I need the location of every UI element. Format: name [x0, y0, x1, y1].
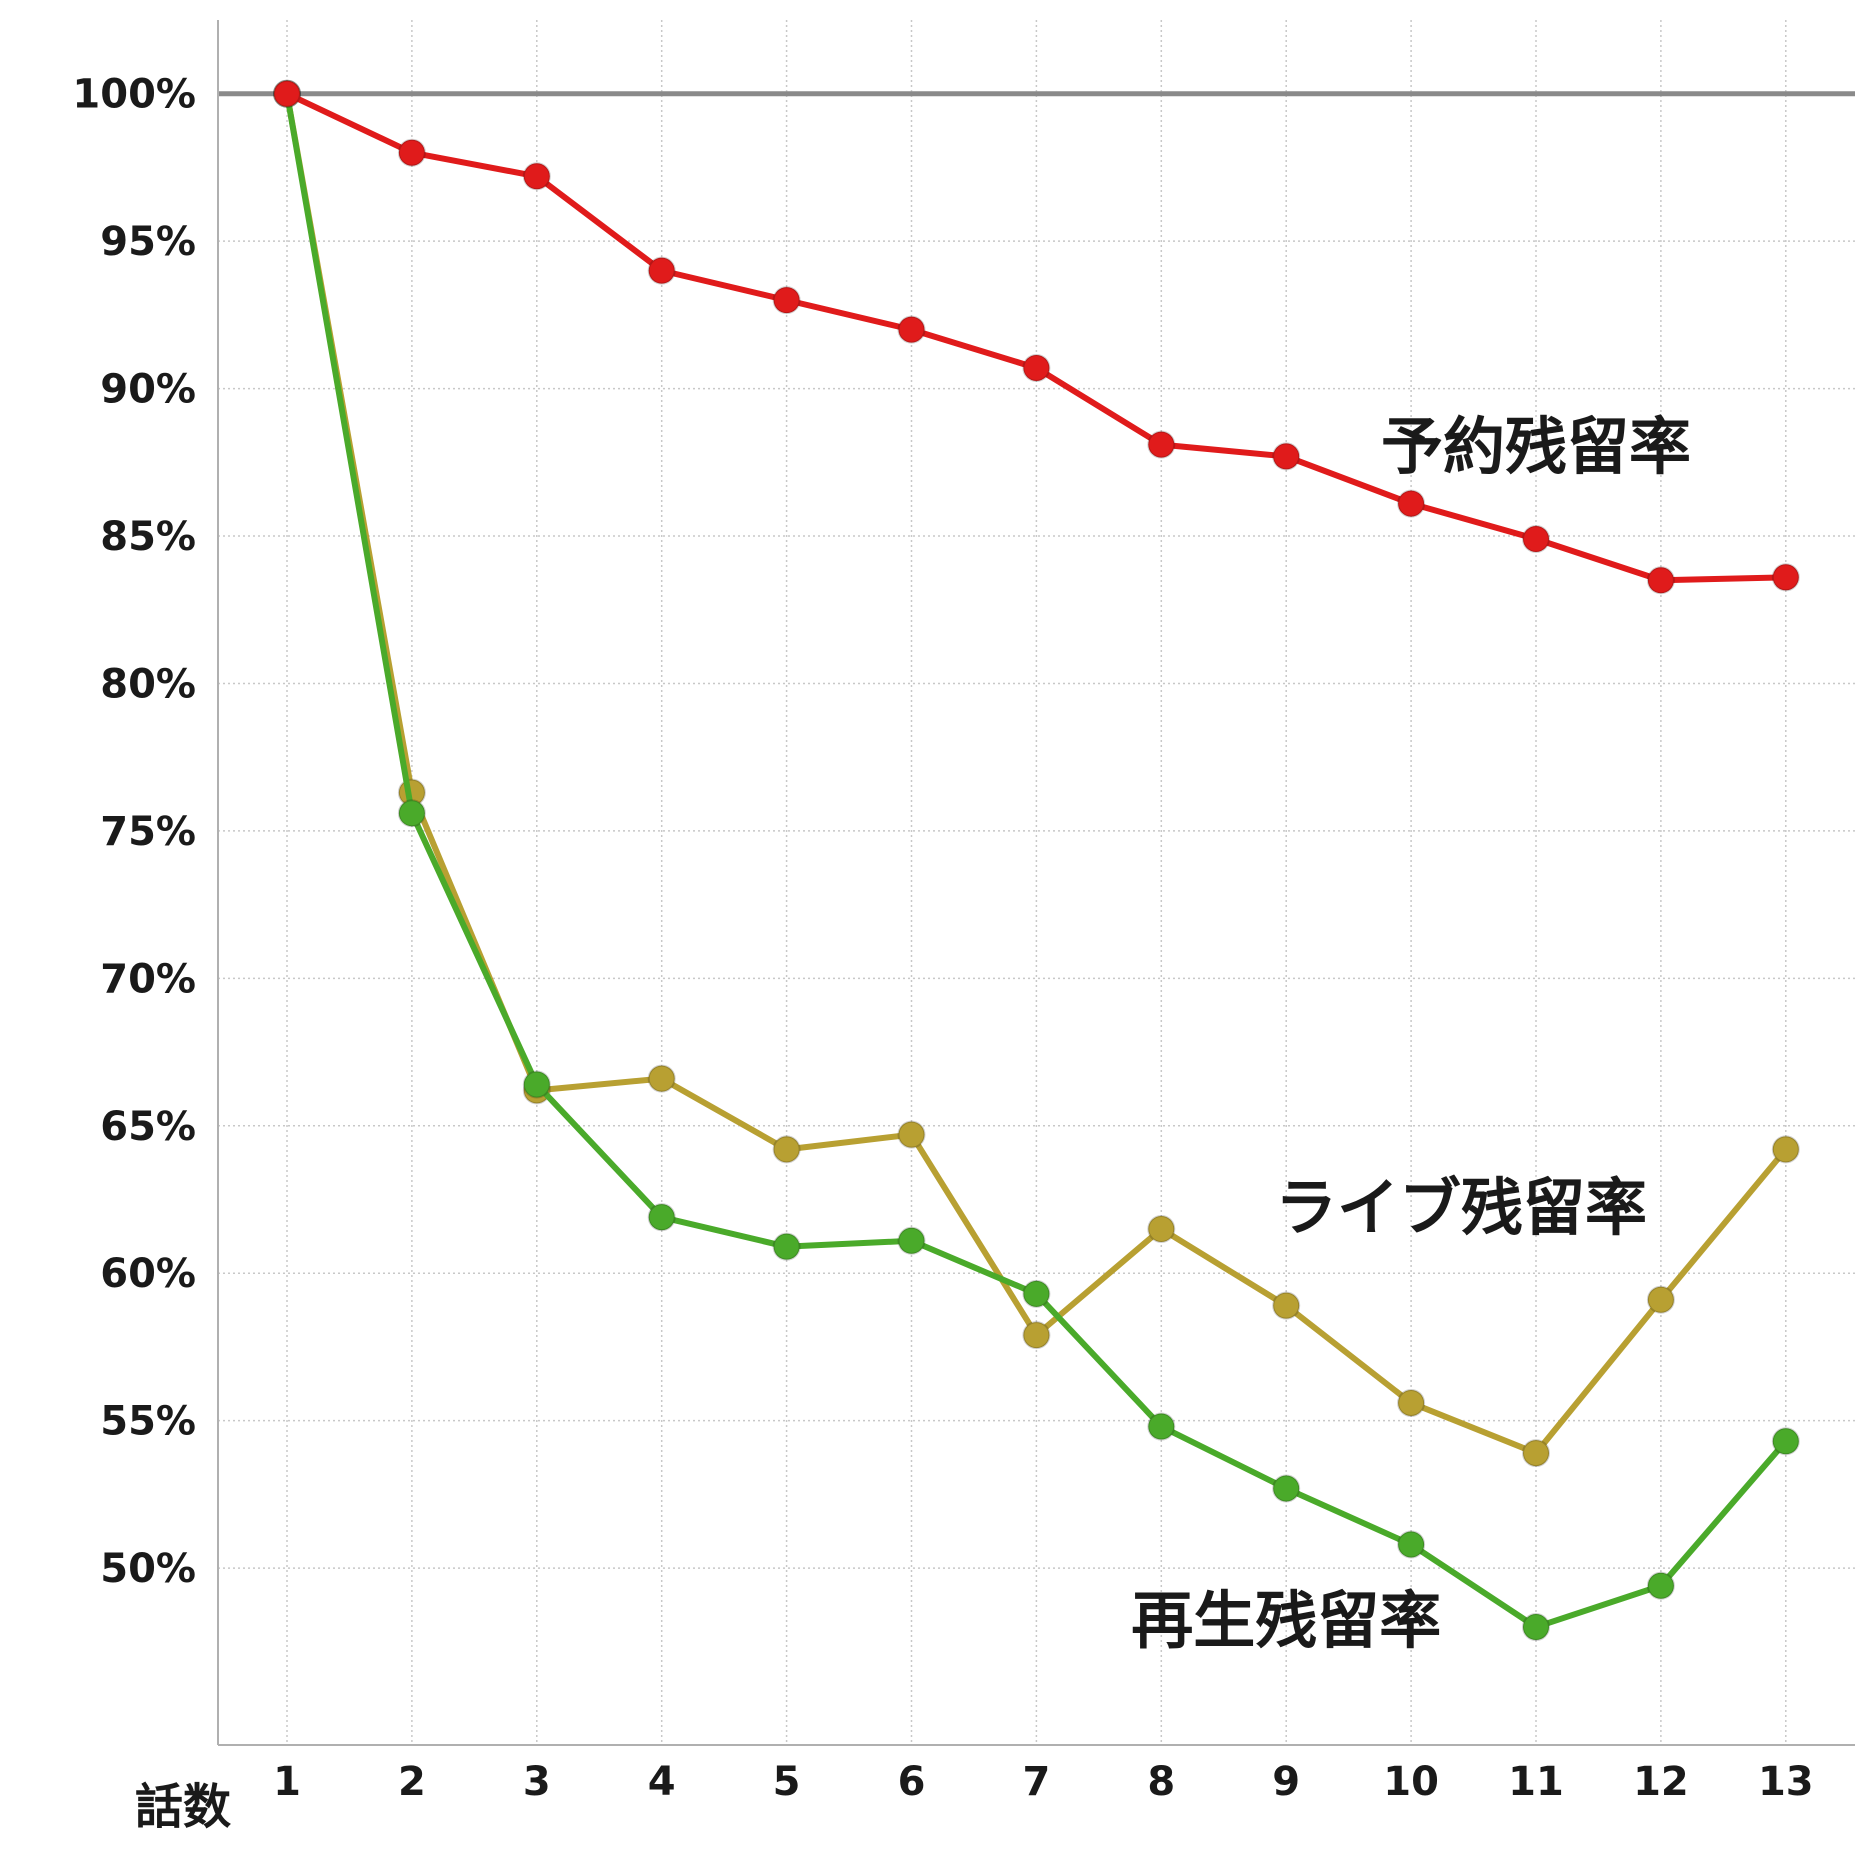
grid [217, 20, 1855, 1745]
data-point [1522, 524, 1550, 553]
data-point [647, 1203, 676, 1232]
series-label: ライブ残留率 [1275, 1171, 1647, 1244]
y-tick-label: 65% [100, 1104, 196, 1150]
y-tick-label: 90% [100, 367, 196, 413]
x-tick-label: 9 [1272, 1759, 1300, 1805]
y-tick-label: 100% [72, 72, 196, 118]
series-1 [273, 79, 1800, 1468]
data-point [897, 1226, 926, 1255]
data-point [1522, 1613, 1550, 1642]
data-point [522, 162, 551, 191]
data-point [1022, 353, 1051, 382]
data-point [397, 138, 426, 167]
y-tick-label: 95% [100, 219, 196, 265]
data-point [522, 1070, 551, 1099]
y-tick-label: 75% [100, 809, 196, 855]
y-tick-label: 55% [100, 1399, 196, 1445]
y-tick-label: 60% [100, 1251, 196, 1297]
series [273, 79, 1800, 1642]
x-tick-label: 1 [273, 1759, 301, 1805]
x-tick-label: 11 [1508, 1759, 1564, 1805]
data-point [1022, 1279, 1051, 1308]
x-tick-label: 6 [898, 1759, 926, 1805]
data-point [1771, 1427, 1800, 1456]
data-point [1646, 566, 1675, 595]
y-tick-label: 70% [100, 956, 196, 1002]
data-point [397, 799, 426, 828]
x-tick-label: 4 [648, 1759, 676, 1805]
series-label: 再生残留率 [1131, 1584, 1441, 1657]
data-point [772, 1135, 801, 1164]
data-point [1147, 430, 1176, 459]
data-point [1397, 489, 1426, 518]
x-axis-label: 話数 [135, 1779, 231, 1835]
x-tick-label: 8 [1147, 1759, 1175, 1805]
series-line [284, 93, 1789, 1457]
data-point [1397, 1530, 1426, 1559]
x-tick-label: 13 [1758, 1759, 1814, 1805]
data-point [1646, 1571, 1675, 1600]
x-tick-label: 5 [773, 1759, 801, 1805]
x-tick-label: 3 [523, 1759, 551, 1805]
data-point [1397, 1388, 1426, 1417]
data-point [1522, 1439, 1550, 1468]
data-point [1147, 1412, 1176, 1441]
axes: 50%55%60%65%70%75%80%85%90%95%100%1 2 3 4 5 6… [72, 20, 1855, 1835]
data-point [647, 1064, 676, 1093]
series-0 [273, 79, 1800, 595]
data-point [1272, 1291, 1301, 1320]
data-point [647, 256, 676, 285]
x-tick-label: 12 [1633, 1759, 1689, 1805]
y-tick-label: 50% [100, 1546, 196, 1592]
y-tick-label: 80% [100, 661, 196, 707]
data-point [1147, 1214, 1176, 1243]
data-point [1771, 563, 1800, 592]
data-point [273, 79, 301, 108]
data-point [1272, 1474, 1301, 1503]
data-point [1646, 1285, 1675, 1314]
data-point [772, 1232, 801, 1261]
data-point [897, 1120, 926, 1149]
data-point [772, 286, 801, 315]
data-point [897, 315, 926, 344]
data-point [1771, 1135, 1800, 1164]
series-label: 予約残留率 [1381, 410, 1691, 483]
data-point [1272, 442, 1301, 471]
x-tick-label: 7 [1022, 1759, 1050, 1805]
y-tick-label: 85% [100, 514, 196, 560]
data-point [1022, 1321, 1051, 1350]
x-tick-label: 2 [398, 1759, 426, 1805]
x-tick-label: 10 [1383, 1759, 1439, 1805]
